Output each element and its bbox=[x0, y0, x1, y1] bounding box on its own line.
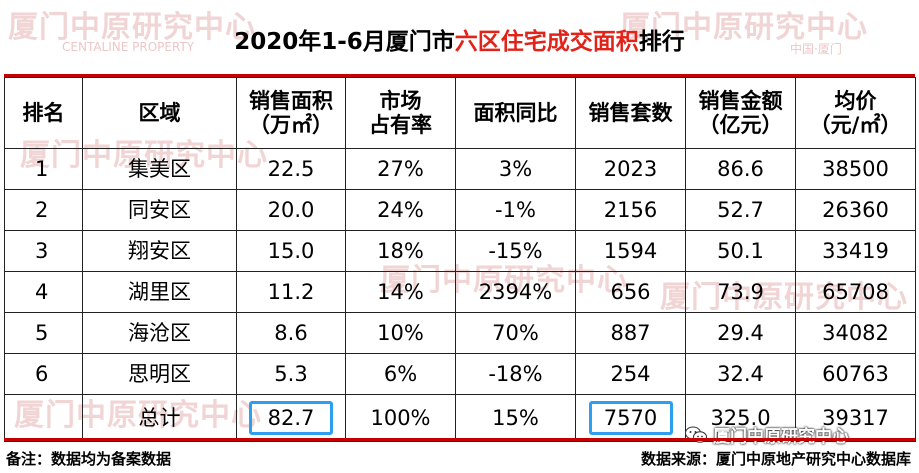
header-avg-price: 均价 （元/㎡） bbox=[795, 77, 916, 149]
highlight-box-total-area: 82.7 bbox=[249, 400, 333, 436]
title-suffix: 排行 bbox=[638, 29, 685, 55]
header-sales-amount: 销售金额 （亿元） bbox=[685, 77, 796, 149]
table-row: 5 海沧区 8.6 10% 70% 887 29.4 34082 bbox=[4, 312, 916, 354]
total-row: 总计 82.7 100% 15% 7570 325.0 39317 bbox=[4, 394, 916, 442]
header-market-share: 市场 占有率 bbox=[345, 77, 456, 149]
header-sales-area: 销售面积 （万㎡） bbox=[236, 77, 346, 149]
table-row: 4 湖里区 11.2 14% 2394% 656 73.9 65708 bbox=[4, 271, 916, 313]
header-row: 排名 区域 销售面积 （万㎡） 市场 占有率 面积同比 销售套数 销售金额 （亿元） … bbox=[4, 77, 916, 149]
highlight-box-total-units: 7570 bbox=[588, 400, 673, 436]
footnote: 备注：数据均为备案数据 bbox=[6, 450, 172, 468]
ranking-table: 排名 区域 销售面积 （万㎡） 市场 占有率 面积同比 销售套数 销售金额 （亿元） … bbox=[4, 77, 916, 442]
header-area-yoy: 面积同比 bbox=[455, 77, 576, 149]
page-title: 2020年1-6月厦门市六区住宅成交面积排行 bbox=[0, 22, 919, 56]
table-row: 2 同安区 20.0 24% -1% 2156 52.7 26360 bbox=[4, 189, 916, 231]
table-row: 6 思明区 5.3 6% -18% 254 32.4 60763 bbox=[4, 353, 916, 395]
table-row: 1 集美区 22.5 27% 3% 2023 86.6 38500 bbox=[4, 148, 916, 190]
header-units-sold: 销售套数 bbox=[575, 77, 686, 149]
header-district: 区域 bbox=[82, 77, 237, 149]
data-source: 数据来源：厦门中原地产研究中心数据库 bbox=[640, 450, 911, 468]
top-rule bbox=[4, 74, 915, 77]
wechat-account-label: 厦门中原研究中心 bbox=[685, 422, 849, 447]
title-prefix: 2020年1-6月厦门市 bbox=[234, 29, 455, 55]
bottom-rule bbox=[4, 438, 915, 441]
header-rank: 排名 bbox=[4, 77, 83, 149]
table-row: 3 翔安区 15.0 18% -15% 1594 50.1 33419 bbox=[4, 230, 916, 272]
title-highlight: 六区住宅成交面积 bbox=[454, 29, 639, 55]
